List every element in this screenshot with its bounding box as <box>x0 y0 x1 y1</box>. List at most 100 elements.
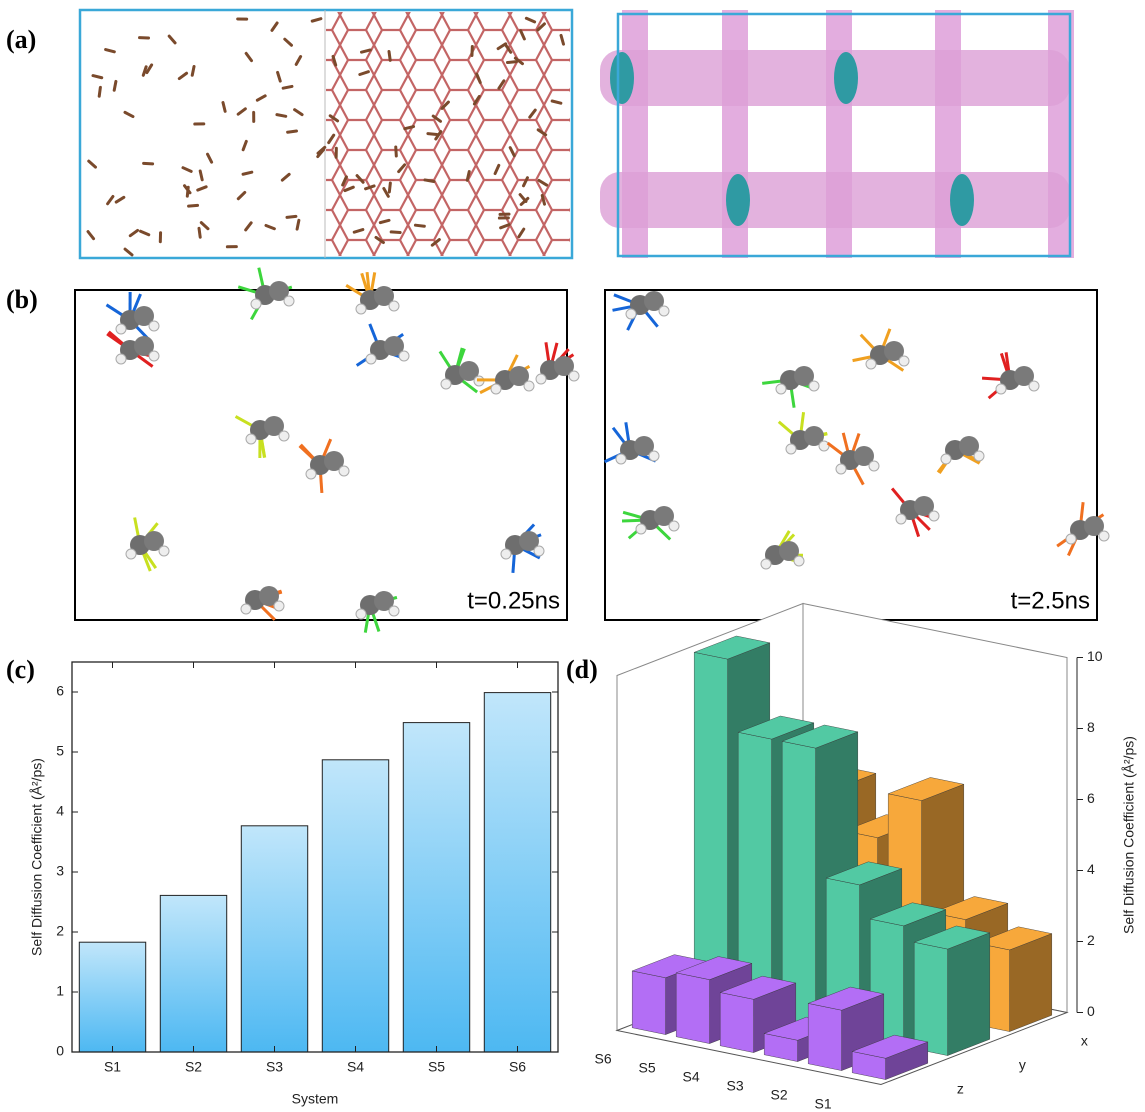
molecule <box>475 72 482 84</box>
molecule <box>141 65 148 77</box>
molecule <box>87 159 97 169</box>
atom <box>995 383 1007 395</box>
atom <box>278 430 290 442</box>
bar <box>483 692 552 1053</box>
atom <box>398 350 410 362</box>
atom <box>1014 366 1034 386</box>
bar-side <box>947 932 990 1056</box>
series-label: y <box>1019 1057 1026 1073</box>
molecule <box>394 145 398 158</box>
molecule <box>522 176 529 188</box>
z-axis-label: Self Diffusion Coefficient (Å²/ps) <box>1121 736 1137 934</box>
atom <box>865 358 877 370</box>
series-label: x <box>1081 1033 1088 1049</box>
molecule <box>91 74 104 80</box>
molecule <box>472 94 481 106</box>
molecule <box>431 114 442 123</box>
bar-top <box>807 986 885 1011</box>
bar-top <box>693 635 771 660</box>
molecule <box>536 128 548 137</box>
chart-d: S1 S2 S3 S4 S5 S6 z y x 0 2 4 6 8 10 Self Diffusion Coe… <box>595 602 1137 1112</box>
atom <box>808 380 820 392</box>
molecule <box>513 56 524 66</box>
bar-front <box>694 652 728 1011</box>
category-label: S4 <box>683 1069 700 1085</box>
snapshots <box>105 267 1110 633</box>
panel-label: (c) <box>6 655 35 684</box>
atom <box>535 373 547 385</box>
time-label: t=2.5ns <box>1011 587 1090 614</box>
molecule <box>183 184 192 195</box>
category-label: S1 <box>815 1096 832 1112</box>
atom <box>365 353 377 365</box>
molecule <box>517 227 526 239</box>
category-label: S2 <box>771 1087 788 1103</box>
y-tick-label: 6 <box>56 683 64 699</box>
atom <box>625 308 637 320</box>
atom <box>634 436 654 456</box>
molecule <box>536 22 546 32</box>
atom <box>440 378 452 390</box>
molecule <box>310 17 323 23</box>
cell-frame <box>616 12 1072 258</box>
molecule <box>123 110 135 119</box>
pore-view <box>598 10 1074 258</box>
molecule <box>177 71 189 81</box>
molecule <box>327 133 336 145</box>
atom <box>775 383 787 395</box>
bar-front <box>720 992 754 1053</box>
atom <box>519 531 539 551</box>
atom <box>459 361 479 381</box>
atom <box>148 320 160 332</box>
category-label: S3 <box>727 1078 744 1094</box>
molecule <box>293 108 304 117</box>
z-tick-label: 10 <box>1087 648 1103 664</box>
x-tick-label: S3 <box>266 1059 283 1075</box>
time-label: t=0.25ns <box>467 587 560 614</box>
molecule <box>281 84 294 90</box>
atom <box>635 523 647 535</box>
molecule <box>244 51 253 63</box>
molecule <box>423 178 436 183</box>
molecule <box>285 214 298 219</box>
plot-frame <box>71 661 559 1053</box>
atom <box>648 450 660 462</box>
atom <box>835 463 847 475</box>
atom <box>959 436 979 456</box>
atom <box>269 281 289 301</box>
atom <box>615 453 627 465</box>
panel-label: (d) <box>566 655 598 684</box>
molecule <box>123 247 134 257</box>
molecule <box>550 99 563 105</box>
bar <box>78 941 147 1053</box>
molecule <box>352 228 365 234</box>
molecule <box>397 163 407 174</box>
atom <box>854 446 874 466</box>
molecule <box>206 152 214 164</box>
molecule <box>374 235 385 245</box>
atom <box>973 450 985 462</box>
molecule <box>295 218 301 231</box>
molecule <box>283 37 293 47</box>
bar-top <box>781 724 859 749</box>
x-axis-label: System <box>292 1091 339 1107</box>
molecule <box>241 139 248 152</box>
atom <box>264 416 284 436</box>
molecule <box>430 238 441 247</box>
molecule <box>221 101 227 113</box>
z-tick-label: 6 <box>1087 790 1095 806</box>
atom <box>384 336 404 356</box>
bar <box>851 1034 929 1080</box>
x-tick-label: S6 <box>509 1059 526 1075</box>
molecule <box>145 63 154 75</box>
panel-label: (b) <box>6 285 38 314</box>
atom <box>338 465 350 477</box>
atom <box>148 350 160 362</box>
bar <box>321 759 390 1053</box>
atom <box>884 341 904 361</box>
atom <box>250 298 262 310</box>
atom <box>794 366 814 386</box>
y-tick-label: 5 <box>56 743 64 759</box>
molecule <box>328 114 340 123</box>
molecule <box>389 230 402 235</box>
